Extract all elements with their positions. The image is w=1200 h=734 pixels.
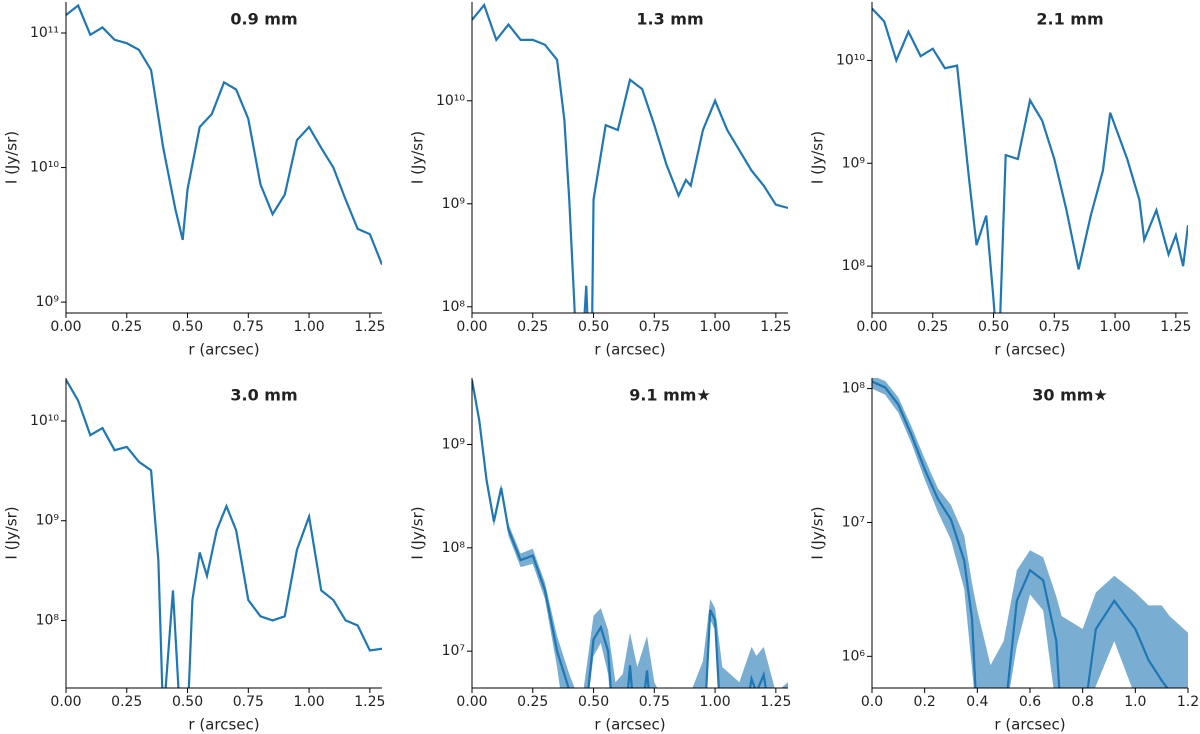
x-tick-label: 0.75 (1039, 319, 1070, 335)
panel-title: 2.1 mm (1036, 10, 1103, 29)
y-tick-label: 10⁹ (36, 513, 60, 529)
x-tick-label: 1.25 (354, 694, 385, 710)
x-tick-label: 0.75 (233, 319, 264, 335)
x-axis-label: r (arcsec) (594, 341, 665, 359)
y-tick-label: 10⁸ (36, 612, 60, 628)
x-tick-label: 0.75 (639, 694, 670, 710)
x-tick-label: 0.4 (966, 694, 988, 710)
x-tick-label: 1.25 (1160, 319, 1191, 335)
x-tick-label: 1.2 (1177, 694, 1199, 710)
y-tick-label: 10¹⁰ (30, 160, 59, 176)
x-tick-label: 1.00 (293, 694, 324, 710)
x-tick-label: 0.75 (639, 319, 670, 335)
y-axis-label: I (Jy/sr) (3, 131, 21, 184)
panel-title: 30 mm★ (1032, 386, 1108, 405)
panel: 0.00 0.25 0.50 0.75 1.00 1.25 10⁸ 10⁹ 10¹⁰ r (arc… (809, 2, 1191, 359)
x-tick-label: 0.25 (917, 319, 948, 335)
x-axis-label: r (arcsec) (188, 716, 259, 734)
y-axis-label: I (Jy/sr) (409, 131, 427, 184)
plot-area (472, 378, 788, 688)
y-tick-label: 10⁸ (842, 381, 866, 397)
x-tick-label: 0.00 (50, 694, 81, 710)
x-tick-label: 1.25 (760, 319, 791, 335)
x-axis-label: r (arcsec) (994, 716, 1065, 734)
y-tick-label: 10⁹ (442, 196, 466, 212)
y-tick-label: 10⁷ (442, 643, 465, 659)
x-tick-label: 0.50 (578, 694, 609, 710)
x-tick-label: 0.25 (111, 694, 142, 710)
x-tick-label: 1.00 (1099, 319, 1130, 335)
x-tick-label: 1.0 (1124, 694, 1146, 710)
panel-title: 0.9 mm (230, 10, 297, 29)
x-tick-label: 0.50 (978, 319, 1009, 335)
panel: 0.00 0.25 0.50 0.75 1.00 1.25 10⁹ 10¹⁰ 10¹¹ r (ar… (3, 2, 385, 359)
profile-line (872, 380, 1169, 688)
y-tick-label: 10¹¹ (30, 25, 59, 41)
panel: 0.00 0.25 0.50 0.75 1.00 1.25 10⁷ 10⁸ 10⁹ r (arcs… (409, 378, 791, 734)
y-tick-label: 10¹⁰ (836, 52, 865, 68)
x-tick-label: 0.50 (172, 319, 203, 335)
x-tick-label: 1.00 (293, 319, 324, 335)
x-tick-label: 0.75 (233, 694, 264, 710)
panel-title: 1.3 mm (636, 10, 703, 29)
plot-area (66, 379, 382, 688)
x-tick-label: 0.2 (914, 694, 936, 710)
profile-line (66, 379, 382, 688)
y-tick-label: 10¹⁰ (436, 93, 465, 109)
y-tick-label: 10⁹ (36, 294, 60, 310)
uncertainty-band (872, 378, 1188, 688)
y-tick-label: 10⁸ (442, 299, 466, 315)
plot-area (872, 7, 1188, 313)
plot-area (472, 2, 788, 313)
x-tick-label: 0.00 (456, 319, 487, 335)
x-tick-label: 0.50 (172, 694, 203, 710)
x-tick-label: 0.00 (856, 319, 887, 335)
y-tick-label: 10⁸ (842, 258, 866, 274)
x-axis-label: r (arcsec) (188, 341, 259, 359)
y-tick-label: 10⁶ (842, 648, 866, 664)
x-tick-label: 0.00 (456, 694, 487, 710)
x-tick-label: 1.25 (354, 319, 385, 335)
panel: 0.00 0.25 0.50 0.75 1.00 1.25 10⁸ 10⁹ 10¹⁰ r (arc… (3, 378, 385, 734)
x-tick-label: 0.25 (517, 694, 548, 710)
uncertainty-band (472, 378, 788, 688)
x-tick-label: 0.6 (1019, 694, 1041, 710)
plot-area (66, 3, 382, 266)
y-axis-label: I (Jy/sr) (809, 506, 827, 559)
profile-line (66, 3, 382, 266)
profile-line (472, 2, 788, 313)
y-axis-label: I (Jy/sr) (3, 506, 21, 559)
x-tick-label: 1.25 (760, 694, 791, 710)
x-tick-label: 1.00 (699, 319, 730, 335)
x-tick-label: 0.8 (1072, 694, 1094, 710)
y-tick-label: 10⁹ (842, 155, 866, 171)
y-tick-label: 10⁸ (442, 540, 466, 556)
panel: 0.00 0.25 0.50 0.75 1.00 1.25 10⁸ 10⁹ 10¹⁰ r (arc… (409, 2, 791, 359)
x-axis-label: r (arcsec) (994, 341, 1065, 359)
panel-title: 9.1 mm★ (629, 386, 711, 405)
x-tick-label: 0.25 (517, 319, 548, 335)
x-axis-label: r (arcsec) (594, 716, 665, 734)
panel: 0.0 0.2 0.4 0.6 0.8 1.0 1.2 10⁶ 10⁷ 10⁸ r (arcsec)… (809, 378, 1199, 734)
profile-line (472, 379, 767, 688)
y-axis-label: I (Jy/sr) (809, 131, 827, 184)
plot-area (872, 378, 1188, 688)
profile-line (872, 7, 1188, 313)
y-tick-label: 10⁷ (842, 514, 865, 530)
y-tick-label: 10¹⁰ (30, 413, 59, 429)
panel-title: 3.0 mm (230, 386, 297, 405)
x-tick-label: 0.00 (50, 319, 81, 335)
x-tick-label: 1.00 (699, 694, 730, 710)
y-axis-label: I (Jy/sr) (409, 506, 427, 559)
x-tick-label: 0.25 (111, 319, 142, 335)
y-tick-label: 10⁹ (442, 436, 466, 452)
x-tick-label: 0.50 (578, 319, 609, 335)
x-tick-label: 0.0 (861, 694, 883, 710)
